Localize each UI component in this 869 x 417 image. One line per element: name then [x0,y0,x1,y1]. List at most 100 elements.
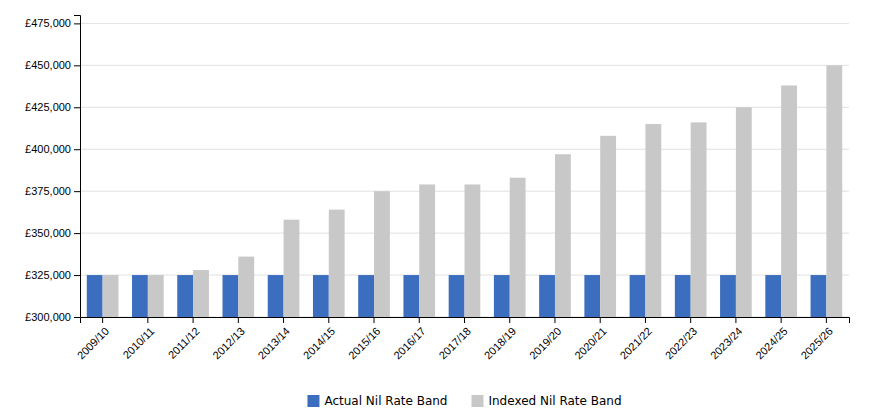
x-tick-mark [238,317,239,323]
x-tick-label: 2015/16 [346,325,383,362]
bar [403,275,419,317]
y-tick-mark [74,233,80,234]
x-tick: 2016/17 [391,317,428,361]
bar [584,275,600,317]
x-tick-label: 2017/18 [436,325,473,362]
x-tick: 2025/26 [798,317,835,361]
x-tick: 2023/24 [708,317,745,361]
bar [826,65,842,317]
bar [284,220,300,317]
bar [449,275,465,317]
x-tick: 2017/18 [436,317,473,361]
chart: £300,000£325,000£350,000£375,000£400,000… [0,0,869,417]
bar [222,275,238,317]
bar [374,191,390,317]
y-tick-mark [74,107,80,108]
x-tick-mark [509,317,510,323]
bar [148,275,164,317]
bar [811,275,827,317]
y-tick: £450,000 [25,59,80,71]
bar [494,275,510,317]
x-tick: 2021/22 [617,317,654,361]
y-tick-label: £400,000 [25,143,71,155]
y-tick: £375,000 [25,185,80,197]
bar [539,275,555,317]
y-tick: £300,000 [25,311,80,323]
bar [329,210,345,317]
x-tick-mark [283,317,284,323]
bar [510,178,526,317]
x-tick-label: 2021/22 [617,325,654,362]
x-tick-label: 2011/12 [166,325,202,361]
bar [238,257,254,317]
y-tick: £400,000 [25,143,80,155]
x-tick-mark [147,317,148,323]
bar [132,275,148,317]
x-tick-mark [328,317,329,323]
x-tick-label: 2024/25 [753,325,790,362]
x-tick: 2015/16 [346,317,383,361]
bars [87,65,842,317]
x-tick: 2018/19 [482,317,519,361]
bar [193,270,209,317]
y-axis-line [74,16,81,318]
bar [268,275,284,317]
x-axis: 2009/102010/11 2011/122012/132013/142014/… [75,317,850,361]
bar [765,275,781,317]
x-tick: 2012/13 [210,317,247,361]
y-tick: £350,000 [25,227,80,239]
bar [419,184,435,317]
y-tick: £475,000 [25,17,80,29]
y-tick-label: £350,000 [25,227,71,239]
x-tick-mark [464,317,465,323]
x-tick: 2009/10 [75,317,112,361]
bar [103,275,119,317]
y-tick-mark [74,149,80,150]
bar [630,275,646,317]
x-tick-label: 2013/14 [256,325,293,362]
x-tick-label: 2010/11 [120,325,156,361]
x-tick: 2010/11 [120,317,156,361]
x-tick-mark [193,317,194,323]
bar-series [103,65,843,317]
x-tick-mark [781,317,782,323]
x-tick: 2013/14 [256,317,293,361]
y-tick-label: £475,000 [25,17,71,29]
legend-label: Actual Nil Rate Band [324,394,447,408]
bar [600,136,616,317]
x-tick: 2011/12 [166,317,202,361]
x-axis-line [81,318,850,324]
bar [675,275,691,317]
legend-swatch [307,395,319,407]
x-tick-mark [419,317,420,323]
legend-swatch [471,395,483,407]
bar [87,275,103,317]
legend: Actual Nil Rate Band Indexed Nil Rate Ban… [307,394,621,408]
bar [736,107,752,317]
x-tick: 2024/25 [753,317,790,361]
x-tick: 2014/15 [301,317,338,361]
x-tick-label: 2012/13 [210,325,247,362]
y-tick-mark [74,191,80,192]
x-tick-label: 2019/20 [527,325,564,362]
bar [465,184,481,317]
y-axis: £300,000£325,000£350,000£375,000£400,000… [25,16,80,324]
x-tick-mark [102,317,103,323]
grid-line [80,149,849,150]
y-tick-label: £450,000 [25,59,71,71]
y-tick: £425,000 [25,101,80,113]
bar [555,154,571,317]
bar [358,275,374,317]
bar [781,85,797,317]
plot: £300,000£325,000£350,000£375,000£400,000… [25,16,849,362]
grid-line [80,23,849,24]
bar [177,275,193,317]
x-tick-label: 2018/19 [482,325,519,362]
bar [645,124,661,317]
x-tick-label: 2023/24 [708,325,745,362]
x-tick-mark [826,317,827,323]
x-tick: 2022/23 [663,317,700,361]
x-tick-mark [554,317,555,323]
grid-line [80,65,849,66]
legend-item: Indexed Nil Rate Band [471,394,621,408]
